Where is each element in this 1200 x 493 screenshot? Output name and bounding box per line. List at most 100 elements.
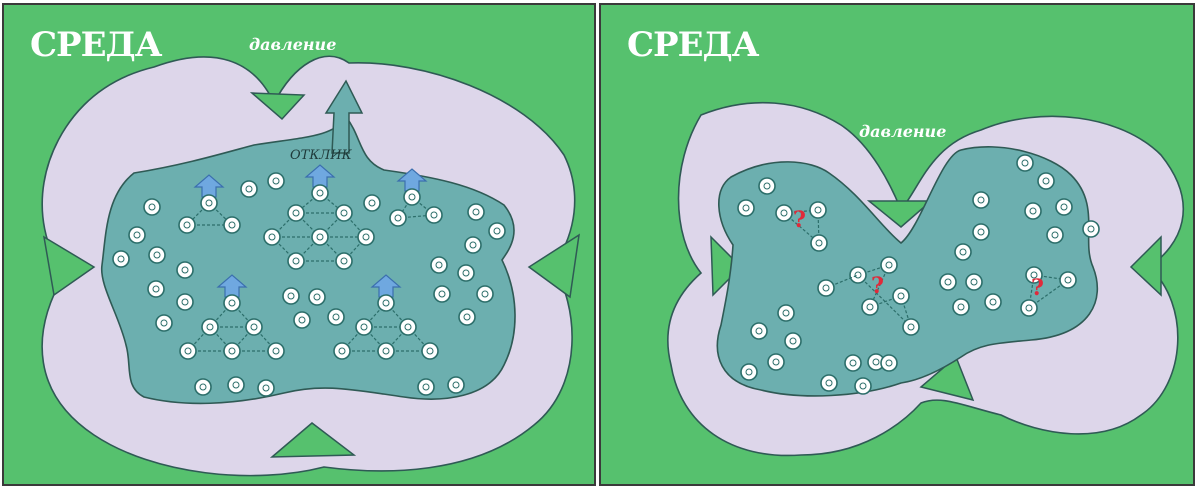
cell — [737, 199, 755, 217]
cell — [447, 376, 465, 394]
cell — [809, 201, 827, 219]
cell — [1020, 299, 1038, 317]
cell — [952, 298, 970, 316]
pressure-arrow-left — [42, 235, 96, 297]
cell — [287, 252, 305, 270]
cell — [784, 332, 802, 350]
cell — [740, 363, 758, 381]
cell — [335, 252, 353, 270]
cell-link — [857, 274, 912, 328]
cell — [403, 188, 421, 206]
cell — [311, 228, 329, 246]
cell — [282, 287, 300, 305]
cell — [880, 354, 898, 372]
cell — [750, 322, 768, 340]
environment-panel-left: СРЕДА давление ОТКЛИК — [2, 3, 596, 486]
cell — [287, 204, 305, 222]
pressure-label: давление — [249, 35, 337, 54]
cell — [223, 216, 241, 234]
response-up-arrow — [370, 274, 402, 298]
cell — [311, 184, 329, 202]
cell — [227, 376, 245, 394]
cell — [820, 374, 838, 392]
question-mark: ? — [871, 273, 884, 299]
cell — [421, 342, 439, 360]
cell — [363, 194, 381, 212]
cell — [458, 308, 476, 326]
environment-title: СРЕДА — [30, 25, 162, 65]
cell — [464, 236, 482, 254]
cell — [1046, 226, 1064, 244]
cell — [357, 228, 375, 246]
cell — [267, 172, 285, 190]
cell — [433, 285, 451, 303]
cell — [939, 273, 957, 291]
cell — [327, 308, 345, 326]
cell — [399, 318, 417, 336]
cell — [972, 223, 990, 241]
question-mark: ? — [793, 207, 806, 233]
cell — [1024, 202, 1042, 220]
cell — [355, 318, 373, 336]
cell — [430, 256, 448, 274]
cell — [240, 180, 258, 198]
cell — [178, 216, 196, 234]
cell — [488, 222, 506, 240]
cell — [1037, 172, 1055, 190]
cell — [861, 298, 879, 316]
cell — [844, 354, 862, 372]
cell — [200, 194, 218, 212]
cell — [155, 314, 173, 332]
response-up-arrow — [193, 174, 225, 198]
cell — [1082, 220, 1100, 238]
cell — [308, 288, 326, 306]
cell — [457, 264, 475, 282]
right-diagram: ??? — [667, 101, 1185, 457]
pressure-arrow-bottom — [269, 422, 357, 458]
cell — [467, 203, 485, 221]
cell — [758, 177, 776, 195]
pressure-arrow-right — [527, 233, 580, 299]
left-diagram — [41, 55, 580, 477]
pressure-arrow-top — [249, 92, 306, 121]
cell — [112, 250, 130, 268]
cell — [176, 261, 194, 279]
cell — [425, 206, 443, 224]
cell — [954, 243, 972, 261]
cell — [389, 209, 407, 227]
response-up-arrow — [216, 274, 248, 298]
cell — [854, 377, 872, 395]
cell — [775, 204, 793, 222]
cell — [965, 273, 983, 291]
response-label: ОТКЛИК — [290, 148, 352, 163]
cell — [201, 318, 219, 336]
cell — [417, 378, 435, 396]
question-mark: ? — [1031, 275, 1044, 301]
pressure-label: давление — [859, 122, 947, 141]
response-up-arrow — [396, 168, 428, 192]
cell — [767, 353, 785, 371]
cell — [333, 342, 351, 360]
pressure-arrow-right — [1129, 235, 1162, 297]
cell — [1055, 198, 1073, 216]
cell — [194, 378, 212, 396]
pressure-arrow-bottom — [919, 355, 975, 402]
cell — [293, 311, 311, 329]
cell — [377, 342, 395, 360]
cell — [176, 293, 194, 311]
cell — [972, 191, 990, 209]
cell — [223, 342, 241, 360]
cell — [377, 294, 395, 312]
pressure-arrow-left — [710, 235, 743, 297]
cell — [892, 287, 910, 305]
cell — [263, 228, 281, 246]
cell — [148, 246, 166, 264]
response-up-arrow — [304, 164, 336, 188]
cell — [335, 204, 353, 222]
cell — [902, 318, 920, 336]
cell — [143, 198, 161, 216]
cell — [1025, 266, 1043, 284]
cell — [267, 342, 285, 360]
cell — [245, 318, 263, 336]
cell — [223, 294, 241, 312]
